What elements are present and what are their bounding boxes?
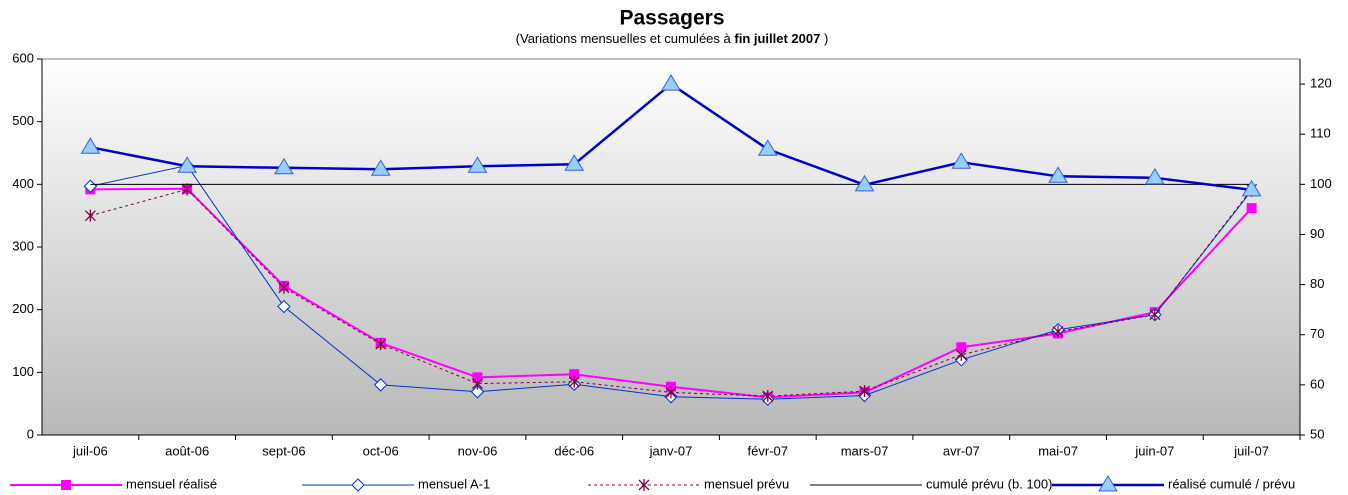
y2-tick-label: 120 xyxy=(1310,76,1332,91)
x-tick-label: nov-06 xyxy=(458,443,498,458)
x-tick-label: juil-06 xyxy=(72,443,108,458)
marker xyxy=(470,385,485,399)
marker xyxy=(661,74,681,91)
x-tick-label: août-06 xyxy=(165,443,209,458)
y-tick-label: 200 xyxy=(12,301,34,316)
marker xyxy=(472,372,483,383)
marker xyxy=(956,342,967,353)
x-tick-label: avr-07 xyxy=(943,443,980,458)
x-tick-label: sept-06 xyxy=(262,443,305,458)
legend-label: mensuel A-1 xyxy=(418,476,490,491)
marker xyxy=(467,156,488,173)
y-tick-label: 500 xyxy=(12,113,34,128)
marker xyxy=(84,209,96,222)
y-tick-label: 0 xyxy=(27,426,34,441)
marker xyxy=(955,348,967,361)
chart-title: Passagers xyxy=(619,7,724,30)
marker xyxy=(80,137,101,154)
subtitle-part: (Variations mensuelles et cumulées à xyxy=(516,31,732,46)
y2-tick-label: 70 xyxy=(1310,326,1324,341)
marker xyxy=(1241,179,1262,197)
marker xyxy=(1144,167,1165,185)
y2-tick-label: 50 xyxy=(1310,426,1324,441)
legend-label: mensuel prévu xyxy=(704,476,789,491)
marker xyxy=(278,281,290,294)
y2-tick-label: 110 xyxy=(1310,126,1331,141)
x-tick-label: mai-07 xyxy=(1038,443,1078,458)
legend-label: mensuel réalisé xyxy=(126,476,217,491)
y2-tick-label: 100 xyxy=(1310,176,1332,191)
subtitle-part: fin juillet 2007 xyxy=(734,31,820,46)
marker xyxy=(1052,325,1064,338)
marker xyxy=(375,338,387,351)
marker xyxy=(757,139,778,156)
chart-subtitle: (Variations mensuelles et cumulées à fin… xyxy=(516,31,829,46)
marker xyxy=(177,156,198,173)
y2-tick-label: 80 xyxy=(1310,276,1324,291)
y-tick-label: 300 xyxy=(12,238,34,253)
x-tick-label: janv-07 xyxy=(649,443,693,458)
marker xyxy=(1246,203,1257,214)
subtitle-part: ) xyxy=(824,31,828,46)
x-tick-label: juil-07 xyxy=(1233,443,1269,458)
marker xyxy=(61,480,71,490)
x-tick-label: oct-06 xyxy=(363,443,399,458)
marker xyxy=(951,152,972,169)
marker xyxy=(638,479,650,491)
y-tick-label: 400 xyxy=(12,176,34,191)
marker xyxy=(568,375,580,388)
legend-label: cumulé prévu (b. 100) xyxy=(926,476,1052,491)
marker xyxy=(277,299,291,314)
x-tick-label: mars-07 xyxy=(841,443,889,458)
x-tick-label: juin-07 xyxy=(1134,443,1174,458)
marker xyxy=(373,378,388,392)
marker xyxy=(370,159,391,176)
marker xyxy=(665,386,677,399)
marker xyxy=(1048,166,1068,183)
marker xyxy=(859,385,870,398)
marker xyxy=(569,369,580,380)
marker xyxy=(854,174,875,192)
marker xyxy=(351,478,365,492)
marker xyxy=(274,157,294,175)
plot-area xyxy=(41,58,1301,436)
marker xyxy=(1149,308,1161,321)
y2-tick-label: 60 xyxy=(1310,376,1324,391)
marker xyxy=(762,390,774,403)
y-tick-label: 600 xyxy=(12,50,34,65)
y2-tick-label: 90 xyxy=(1310,226,1324,241)
marker xyxy=(1098,475,1118,492)
x-tick-label: déc-06 xyxy=(554,443,594,458)
y-tick-label: 100 xyxy=(12,364,34,379)
legend-label: réalisé cumulé / prévu xyxy=(1168,476,1295,491)
marker xyxy=(472,377,483,390)
marker xyxy=(181,183,193,196)
x-tick-label: févr-07 xyxy=(748,443,788,458)
marker xyxy=(564,154,585,171)
